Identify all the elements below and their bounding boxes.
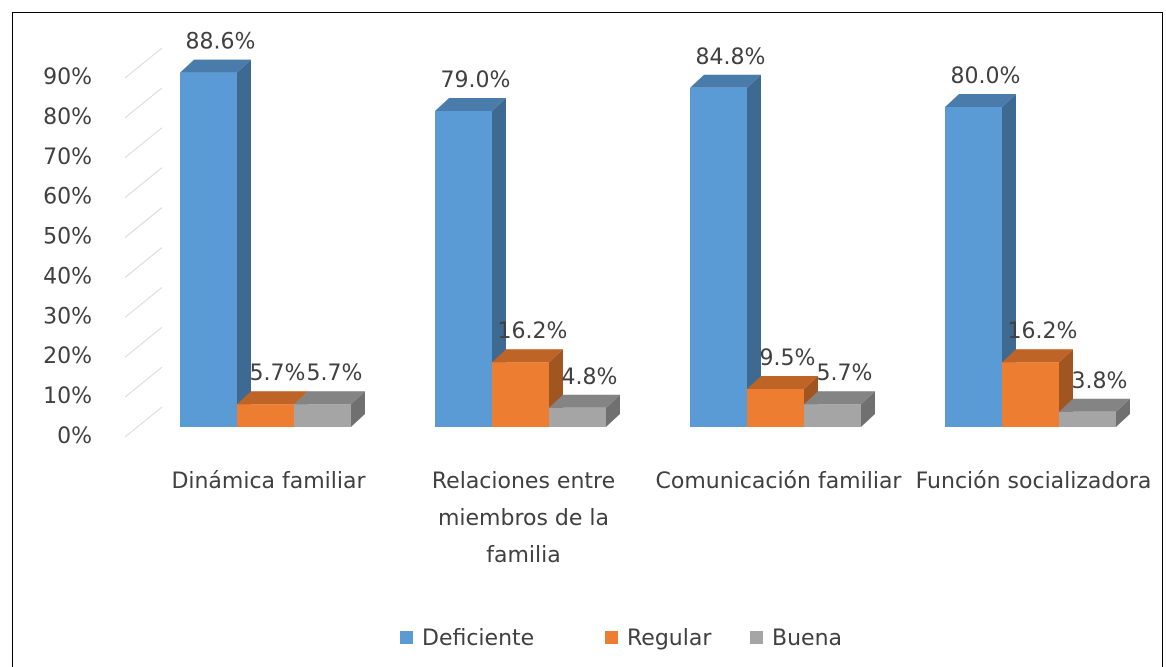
- grid-line: [124, 406, 163, 438]
- legend-swatch: [750, 631, 763, 644]
- x-tick-label: Función socializadora: [915, 469, 1152, 494]
- bar-side: [861, 391, 875, 427]
- bar-top: [492, 349, 563, 363]
- legend-swatch: [605, 631, 618, 644]
- bar: [1002, 362, 1059, 427]
- y-tick-label: 50%: [43, 225, 92, 250]
- data-label: 16.2%: [1008, 319, 1078, 344]
- y-tick-label: 90%: [43, 65, 92, 90]
- bar: [1059, 411, 1116, 427]
- bar: [237, 404, 294, 427]
- y-tick-label: 40%: [43, 264, 92, 289]
- bar-top: [1059, 398, 1130, 412]
- x-tick-label: Relaciones entre miembros de la familia: [431, 469, 616, 568]
- bar-side: [1002, 94, 1016, 427]
- bar-top: [804, 391, 875, 405]
- bar-side: [1116, 398, 1130, 427]
- bar: [180, 72, 237, 427]
- bar: [945, 107, 1002, 427]
- bar: [294, 404, 351, 427]
- legend-label: Buena: [772, 626, 842, 651]
- data-label: 88.6%: [186, 30, 256, 55]
- y-tick-label: 10%: [43, 384, 92, 409]
- bar-top: [237, 391, 308, 405]
- grid-line: [124, 366, 163, 398]
- data-label: 3.8%: [1072, 369, 1128, 394]
- bar: [690, 87, 747, 428]
- bar-side: [606, 394, 620, 427]
- y-tick-label: 80%: [43, 105, 92, 130]
- y-tick-label: 0%: [57, 424, 92, 449]
- data-label: 4.8%: [562, 365, 618, 390]
- y-tick-label: 70%: [43, 145, 92, 170]
- bar-top: [747, 376, 818, 389]
- x-tick-label: Dinámica familiar: [171, 469, 366, 494]
- data-label: 5.7%: [307, 361, 363, 386]
- data-label: 79.0%: [441, 68, 511, 93]
- bar-side: [351, 391, 365, 427]
- data-label: 16.2%: [498, 319, 568, 344]
- bar-top: [1002, 349, 1073, 363]
- bar: [492, 362, 549, 427]
- legend-label: Deficiente: [422, 626, 534, 651]
- grid-line: [124, 127, 163, 159]
- y-tick-label: 60%: [43, 185, 92, 210]
- data-label: 9.5%: [760, 346, 816, 371]
- bar-side: [237, 59, 251, 427]
- data-label: 5.7%: [817, 361, 873, 386]
- bar: [747, 389, 804, 427]
- grid-line: [124, 47, 163, 79]
- grid-line: [124, 207, 163, 238]
- legend-label: Regular: [627, 626, 712, 651]
- bar-top: [549, 394, 620, 408]
- data-label: 80.0%: [951, 64, 1021, 89]
- grid-line: [124, 247, 163, 278]
- chart-border: [12, 12, 1163, 667]
- bar-top: [435, 98, 506, 111]
- bar-top: [294, 391, 365, 405]
- bar: [804, 404, 861, 427]
- bar-side: [492, 98, 506, 427]
- grid-line: [124, 286, 163, 318]
- bar: [435, 111, 492, 427]
- bar: [549, 407, 606, 427]
- bar-side: [747, 74, 761, 428]
- y-tick-label: 20%: [43, 344, 92, 369]
- grid-line: [124, 167, 163, 199]
- x-tick-label: Comunicación familiar: [655, 469, 902, 494]
- bar-top: [690, 74, 761, 88]
- y-tick-label: 30%: [43, 304, 92, 329]
- legend-swatch: [400, 631, 413, 644]
- data-label: 5.7%: [250, 361, 306, 386]
- grid-line: [124, 87, 163, 119]
- bar-top: [945, 94, 1016, 107]
- data-label: 84.8%: [696, 45, 766, 70]
- grid-line: [124, 326, 163, 358]
- bar-top: [180, 59, 251, 73]
